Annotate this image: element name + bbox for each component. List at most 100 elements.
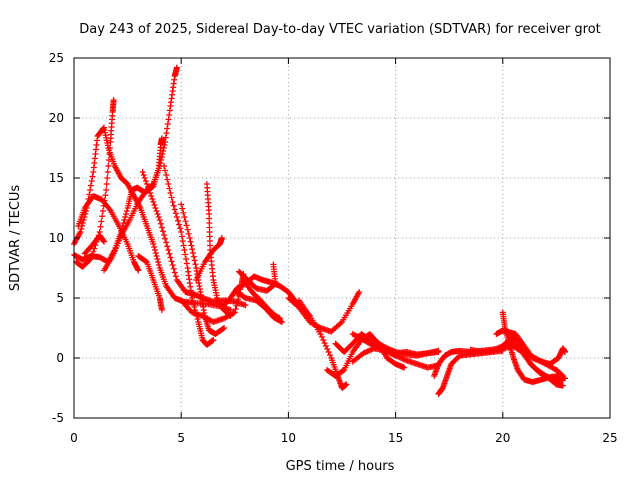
data-point (218, 235, 225, 241)
data-point (170, 202, 177, 209)
data-point (101, 238, 108, 245)
data-point (183, 260, 190, 267)
data-point (104, 169, 111, 175)
data-point (110, 97, 117, 103)
data-point (89, 173, 96, 180)
data-point (159, 228, 166, 235)
data-point (322, 343, 329, 349)
data-point (150, 199, 157, 205)
data-point (161, 232, 168, 238)
data-point (324, 346, 331, 352)
data-point (168, 194, 175, 201)
data-point (86, 191, 93, 198)
data-point (151, 244, 158, 250)
data-point (561, 375, 568, 382)
axis-ticks (73, 57, 611, 419)
data-point (178, 229, 185, 235)
data-point (88, 178, 95, 184)
data-point (186, 235, 193, 241)
data-point (181, 214, 188, 220)
data-point (78, 226, 85, 232)
data-point (326, 352, 333, 358)
y-tick-label: 10 (49, 231, 64, 245)
data-point (160, 145, 167, 151)
grid-lines (74, 58, 610, 418)
data-point (105, 157, 112, 163)
data-point (158, 307, 165, 313)
series-track-19 (296, 297, 350, 391)
data-point (156, 217, 163, 223)
data-point (178, 201, 185, 208)
data-point (163, 239, 170, 246)
data-point (166, 250, 173, 257)
data-point (171, 269, 178, 276)
data-point (181, 247, 188, 253)
data-point (271, 281, 278, 288)
series-track-11 (161, 163, 217, 348)
data-point (89, 252, 96, 259)
y-tick-label: 20 (49, 111, 64, 125)
data-point (559, 382, 566, 389)
data-point (183, 222, 190, 229)
x-tick-label: 10 (281, 431, 296, 445)
y-axis-title: SDTVAR / TECUs (8, 185, 23, 292)
data-point (171, 206, 178, 213)
data-point (151, 247, 158, 253)
data-point (165, 181, 172, 187)
data-point (343, 381, 350, 388)
data-points (71, 64, 568, 397)
y-tick-label: 15 (49, 171, 64, 185)
data-point (270, 261, 277, 268)
data-point (235, 296, 242, 303)
y-tick-label: 0 (56, 351, 64, 365)
series-track-29 (499, 309, 568, 385)
data-point (167, 190, 174, 196)
data-point (242, 302, 249, 309)
data-point (144, 184, 151, 190)
data-point (337, 320, 344, 327)
data-point (158, 157, 165, 163)
data-point (179, 233, 186, 240)
data-point (191, 304, 198, 310)
data-point (146, 187, 153, 193)
data-point (220, 325, 227, 332)
x-tick-label: 15 (388, 431, 403, 445)
data-point (99, 208, 106, 214)
data-point (231, 309, 238, 316)
data-point (160, 148, 167, 154)
data-point (172, 273, 179, 280)
data-point (162, 139, 169, 145)
data-point (106, 151, 113, 157)
data-point (164, 121, 171, 127)
data-point (166, 112, 173, 118)
data-point (87, 256, 94, 263)
data-point (162, 134, 169, 141)
data-point (159, 151, 166, 157)
data-point (172, 210, 179, 217)
chart-title: Day 243 of 2025, Sidereal Day-to-day VTE… (79, 22, 601, 37)
data-point (153, 208, 160, 214)
series-track-9 (178, 201, 228, 337)
data-point (187, 238, 194, 245)
data-point (153, 253, 160, 259)
data-point (151, 202, 158, 208)
x-tick-label: 25 (602, 431, 617, 445)
data-point (165, 247, 172, 253)
data-point (158, 135, 165, 142)
data-point (221, 325, 228, 331)
data-point (120, 220, 127, 226)
data-point (179, 238, 186, 244)
data-point (157, 160, 164, 166)
data-point (189, 250, 196, 256)
data-point (392, 352, 399, 359)
data-point (139, 169, 146, 175)
data-point (149, 196, 156, 202)
data-point (166, 107, 173, 114)
data-point (90, 248, 97, 255)
data-point (122, 214, 129, 220)
data-point (98, 218, 105, 225)
x-tick-label: 0 (70, 431, 78, 445)
data-point (162, 235, 169, 242)
series-track-22 (349, 331, 442, 358)
